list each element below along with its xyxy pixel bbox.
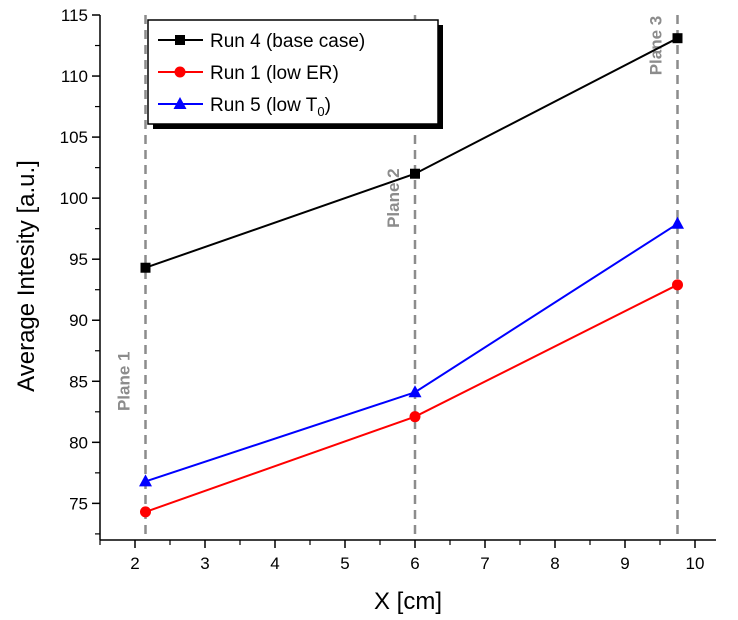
series-line-3 — [145, 222, 679, 483]
x-tick-label-6: 6 — [410, 554, 419, 573]
legend-marker-2 — [174, 66, 186, 78]
axes: 2 3 4 5 6 7 8 9 10 75 80 85 90 95 100 105 110 115 — [60, 6, 716, 573]
data-point-s2-1 — [140, 506, 151, 518]
y-tick-label-105: 105 — [60, 128, 88, 147]
data-point-s3-2 — [408, 385, 422, 398]
legend: Run 4 (base case) Run 1 (low ER) Run 5 (lo… — [147, 19, 443, 129]
x-tick-label-7: 7 — [480, 554, 489, 573]
legend-label-2: Run 1 (low ER) — [210, 63, 339, 84]
y-tick-label-80: 80 — [69, 433, 88, 452]
data-point-s1-1 — [140, 262, 151, 273]
x-tick-label-2: 2 — [130, 554, 139, 573]
legend-label-3: Run 5 (low T0) — [210, 95, 331, 119]
x-tick-label-9: 9 — [620, 554, 629, 573]
data-point-s1-2 — [410, 168, 420, 179]
x-tick-label-5: 5 — [340, 554, 349, 573]
y-tick-label-90: 90 — [69, 311, 88, 330]
legend-marker-3 — [173, 97, 187, 109]
data-point-s2-3 — [672, 279, 683, 291]
plane-label-2: Plane 2 — [384, 168, 403, 228]
y-tick-label-75: 75 — [69, 494, 88, 513]
x-tick-label-10: 10 — [686, 554, 705, 573]
legend-label-1: Run 4 (base case) — [210, 31, 365, 52]
y-axis-label: Average Intesity [a.u.] — [13, 160, 40, 392]
y-tick-label-100: 100 — [60, 189, 88, 208]
x-axis-label: X [cm] — [374, 588, 442, 615]
y-tick-label-85: 85 — [69, 372, 88, 391]
data-point-s1-3 — [672, 33, 683, 44]
data-point-s3-1 — [139, 474, 152, 487]
plane-label-3: Plane 3 — [647, 16, 666, 76]
data-point-s3-3 — [671, 216, 684, 229]
x-tick-label-3: 3 — [200, 554, 209, 573]
plane-markers: Plane 1 Plane 2 Plane 3 — [115, 15, 679, 540]
series-line-2 — [145, 283, 678, 513]
x-tick-label-8: 8 — [550, 554, 559, 573]
y-tick-label-95: 95 — [69, 250, 88, 269]
series-layer — [139, 33, 684, 518]
plane-label-1: Plane 1 — [115, 352, 134, 412]
y-tick-label-110: 110 — [61, 67, 88, 86]
x-tick-label-4: 4 — [270, 554, 279, 573]
y-tick-label-115: 115 — [61, 6, 88, 25]
legend-marker-1 — [175, 35, 185, 45]
data-point-s2-2 — [409, 411, 421, 423]
